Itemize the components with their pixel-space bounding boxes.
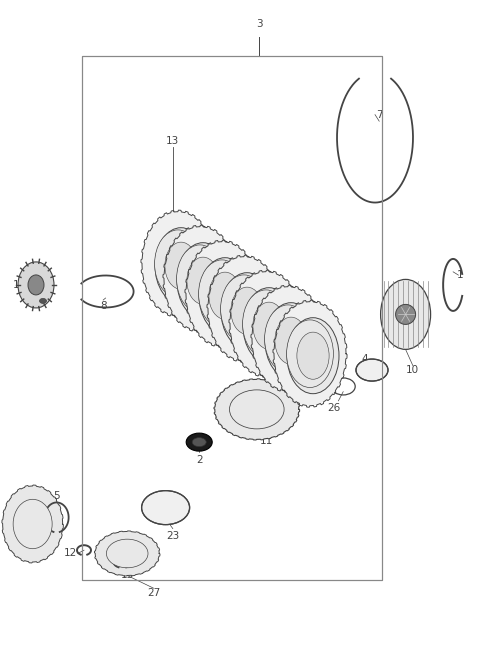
Circle shape bbox=[396, 305, 416, 324]
Ellipse shape bbox=[252, 287, 324, 390]
Ellipse shape bbox=[142, 212, 214, 316]
Text: 1: 1 bbox=[456, 270, 463, 280]
Text: 23: 23 bbox=[166, 531, 180, 540]
Ellipse shape bbox=[243, 288, 295, 364]
Ellipse shape bbox=[265, 303, 317, 379]
Text: 5: 5 bbox=[53, 491, 60, 501]
Ellipse shape bbox=[242, 290, 289, 358]
Ellipse shape bbox=[221, 275, 267, 343]
Ellipse shape bbox=[287, 320, 334, 388]
Ellipse shape bbox=[28, 275, 44, 295]
Ellipse shape bbox=[192, 438, 206, 447]
Text: 27: 27 bbox=[147, 588, 160, 598]
Ellipse shape bbox=[264, 305, 312, 373]
Ellipse shape bbox=[215, 379, 299, 440]
Ellipse shape bbox=[165, 242, 197, 290]
Ellipse shape bbox=[199, 257, 251, 333]
Text: 11: 11 bbox=[260, 436, 273, 445]
Ellipse shape bbox=[177, 245, 223, 312]
Ellipse shape bbox=[230, 272, 302, 376]
Ellipse shape bbox=[142, 491, 190, 525]
Text: 8: 8 bbox=[100, 301, 107, 311]
Ellipse shape bbox=[95, 531, 159, 576]
Text: 15: 15 bbox=[120, 570, 134, 580]
Ellipse shape bbox=[3, 486, 62, 562]
Ellipse shape bbox=[208, 257, 280, 361]
Text: 12: 12 bbox=[63, 548, 77, 559]
Ellipse shape bbox=[177, 243, 229, 319]
Text: 26: 26 bbox=[327, 403, 340, 413]
Ellipse shape bbox=[199, 260, 245, 328]
Ellipse shape bbox=[18, 262, 54, 308]
Ellipse shape bbox=[13, 499, 52, 549]
Text: 4: 4 bbox=[361, 354, 368, 364]
Ellipse shape bbox=[155, 228, 207, 304]
Ellipse shape bbox=[164, 227, 236, 331]
Ellipse shape bbox=[221, 272, 273, 348]
Ellipse shape bbox=[253, 302, 285, 349]
Bar bbox=[82, 56, 382, 580]
Bar bbox=[82, 56, 382, 580]
Ellipse shape bbox=[187, 257, 219, 305]
Ellipse shape bbox=[107, 539, 148, 568]
Ellipse shape bbox=[381, 280, 431, 349]
Text: 7: 7 bbox=[376, 109, 383, 120]
Text: 14: 14 bbox=[24, 495, 38, 504]
Ellipse shape bbox=[186, 433, 212, 451]
Ellipse shape bbox=[39, 299, 47, 303]
Text: 13: 13 bbox=[166, 136, 180, 146]
Ellipse shape bbox=[274, 302, 346, 405]
Text: 16: 16 bbox=[13, 280, 26, 290]
Ellipse shape bbox=[275, 317, 307, 364]
Ellipse shape bbox=[356, 359, 388, 381]
Text: 10: 10 bbox=[406, 365, 420, 375]
Ellipse shape bbox=[186, 242, 258, 346]
Ellipse shape bbox=[229, 390, 284, 429]
Ellipse shape bbox=[297, 332, 329, 379]
Ellipse shape bbox=[155, 230, 202, 297]
Ellipse shape bbox=[231, 287, 263, 334]
Text: 2: 2 bbox=[196, 455, 203, 465]
Text: 6: 6 bbox=[210, 283, 217, 293]
Ellipse shape bbox=[209, 272, 241, 319]
Ellipse shape bbox=[287, 318, 339, 394]
Text: 3: 3 bbox=[256, 19, 262, 29]
